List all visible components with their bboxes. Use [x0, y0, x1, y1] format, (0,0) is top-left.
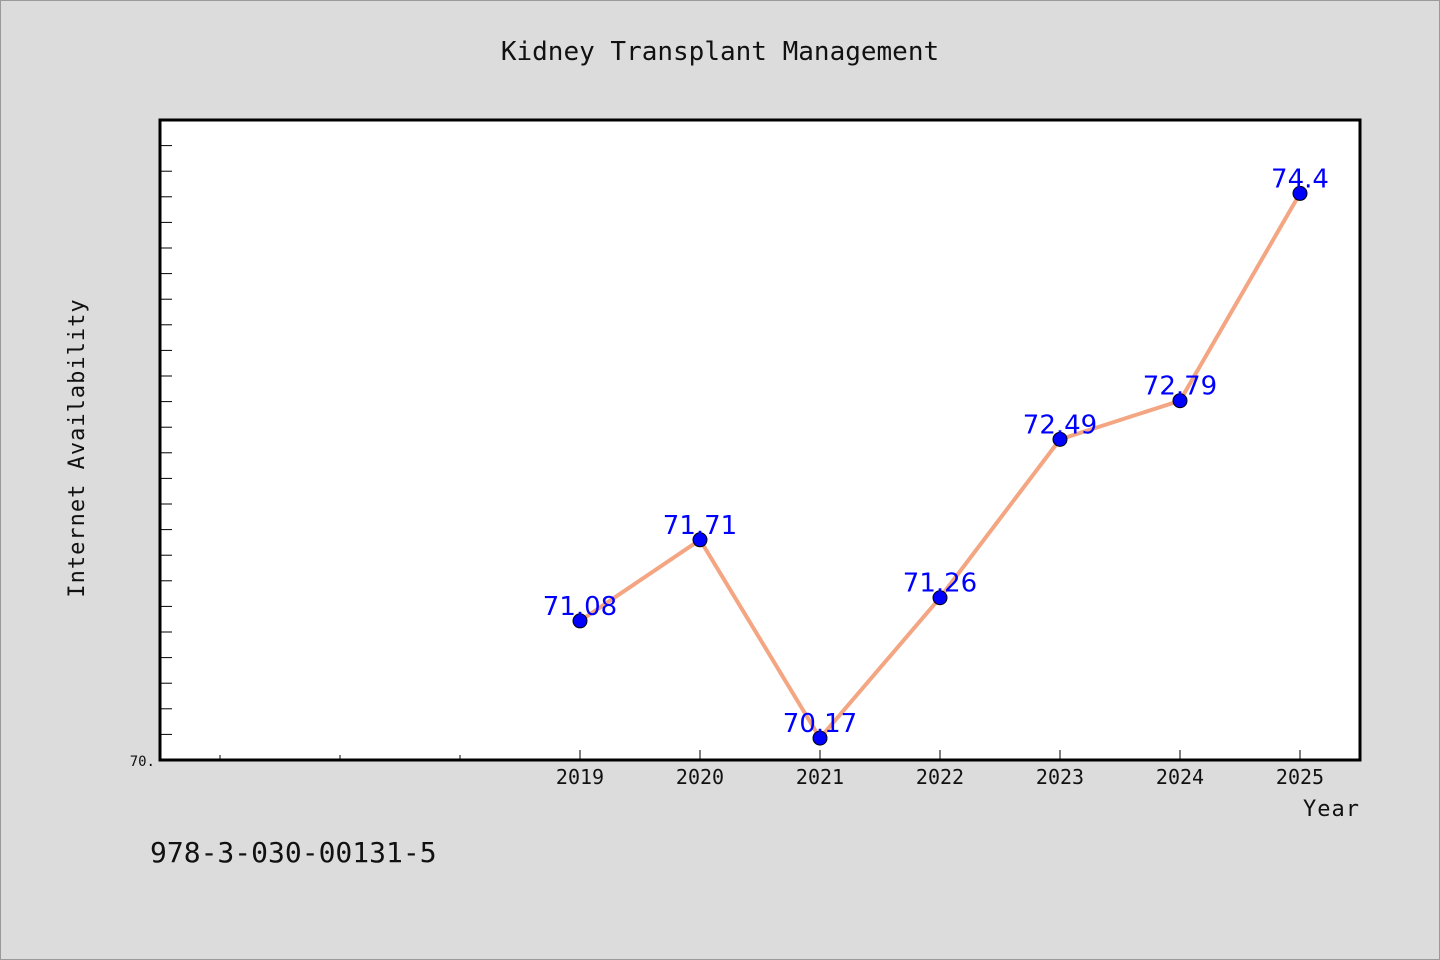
- series-layer: 71.08 71.71 70.17 71.26 72.49 72.79 74.4: [543, 164, 1329, 746]
- plot-area: [158, 118, 1362, 762]
- x-tick-label: 2024: [1156, 765, 1204, 789]
- data-label: 72.79: [1143, 372, 1217, 402]
- data-label: 74.4: [1271, 164, 1329, 194]
- data-point: [572, 613, 588, 629]
- x-axis-label: Year: [1303, 797, 1360, 822]
- x-tick-label: 2023: [1036, 765, 1084, 789]
- data-point: [692, 532, 708, 548]
- isbn-caption: 978-3-030-00131-5: [150, 836, 437, 869]
- y-axis-label: Internet Availability: [65, 298, 90, 597]
- data-label: 71.26: [903, 569, 977, 599]
- data-label: 70.17: [783, 709, 857, 739]
- data-label: 72.49: [1023, 410, 1097, 440]
- x-axis-ticks: 2019 2020 2021 2022 2023 2024 2025: [219, 750, 1324, 789]
- x-tick-label: 2022: [916, 765, 964, 789]
- data-label: 71.71: [663, 511, 737, 541]
- data-point: [1292, 185, 1308, 201]
- data-label: 71.08: [543, 592, 617, 622]
- y-axis-ticks: [160, 119, 172, 735]
- x-tick-label: 2019: [556, 765, 604, 789]
- x-tick-label: 2020: [676, 765, 724, 789]
- data-point: [932, 590, 948, 606]
- x-tick-label: 2025: [1276, 765, 1324, 789]
- data-point: [1172, 393, 1188, 409]
- data-point: [812, 730, 828, 746]
- data-point: [1052, 431, 1068, 447]
- x-tick-label: 2021: [796, 765, 844, 789]
- chart-title: Kidney Transplant Management: [501, 37, 939, 67]
- y-tick-label: 70.: [130, 754, 155, 770]
